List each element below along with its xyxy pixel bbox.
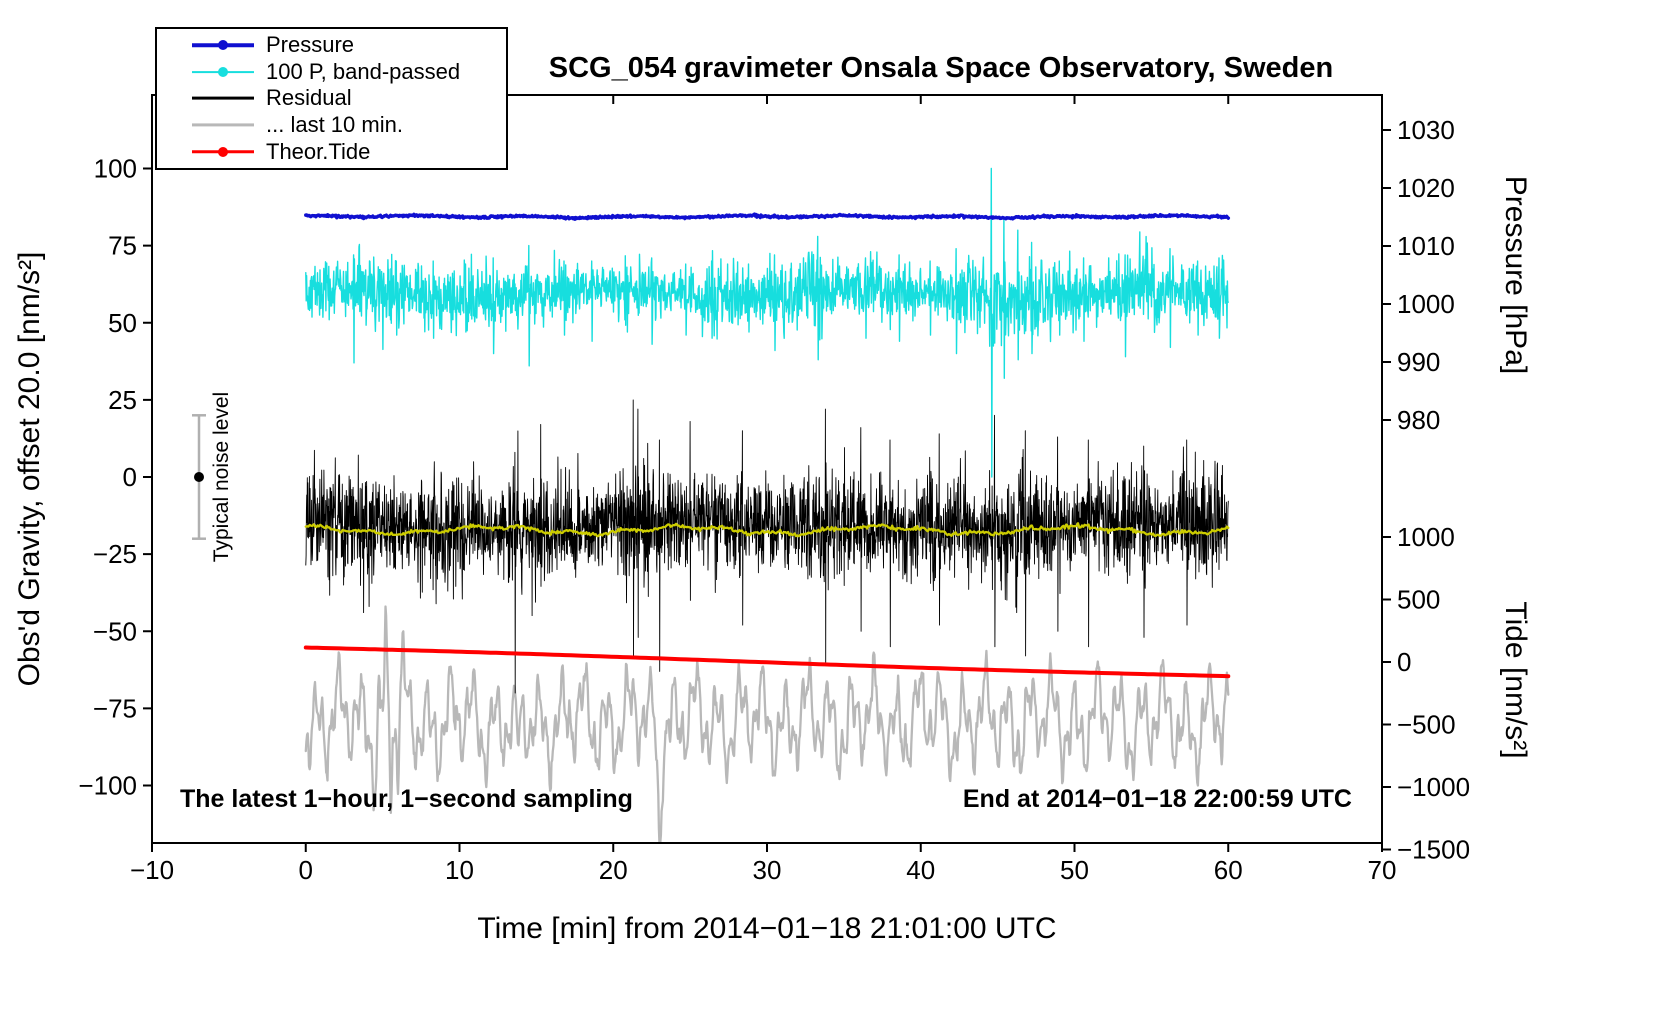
legend-item-theortide: Theor.Tide <box>157 139 506 164</box>
x-tick-label: 50 <box>1060 855 1089 885</box>
legend: Pressure 100 P, band-passed Residual ...… <box>155 27 508 170</box>
x-axis-title: Time [min] from 2014−01−18 21:01:00 UTC <box>477 912 1056 945</box>
noise-errorbar <box>192 414 206 540</box>
pressure-tick-label: 1010 <box>1397 231 1455 261</box>
legend-swatch-pressure <box>192 39 254 51</box>
pressure-tick-label: 1030 <box>1397 115 1455 145</box>
gravity-tick-label: −50 <box>93 616 137 646</box>
pressure-axis-title: Pressure [hPa] <box>1499 176 1532 374</box>
series-tide <box>303 645 1231 679</box>
gravity-tick-label: 0 <box>123 462 137 492</box>
legend-swatch-theortide <box>192 146 254 158</box>
legend-swatch-bandpassed <box>192 66 254 78</box>
sampling-note: The latest 1−hour, 1−second sampling <box>180 785 633 813</box>
legend-item-last10min: ... last 10 min. <box>157 112 506 138</box>
end-time-note: End at 2014−01−18 22:00:59 UTC <box>963 785 1352 813</box>
legend-item-pressure: Pressure <box>157 32 506 58</box>
legend-dot-sample <box>218 146 228 157</box>
x-tick-label: 0 <box>299 855 313 885</box>
x-tick-label: −10 <box>130 855 174 885</box>
gravity-tick-label: 25 <box>108 385 137 415</box>
x-tick-label: 30 <box>753 855 782 885</box>
axis-layer: −10 0 10 20 30 40 50 60 701007550250−25−50−75−10… <box>78 95 1470 885</box>
x-tick-label: 10 <box>445 855 474 885</box>
gravity-tick-label: −75 <box>93 693 137 723</box>
legend-swatch-last10min <box>192 119 254 131</box>
legend-item-residual: Residual <box>157 85 506 111</box>
legend-label: 100 P, band-passed <box>266 58 461 84</box>
tide-tick-label: −500 <box>1397 710 1456 740</box>
pressure-tick-label: 1020 <box>1397 173 1455 203</box>
gravity-tick-label: 75 <box>108 231 137 261</box>
series-residual <box>305 399 1229 694</box>
noise-errorbar-dot <box>194 472 204 482</box>
tide-tick-label: −1000 <box>1397 772 1470 802</box>
gravity-tick-label: 50 <box>108 308 137 338</box>
legend-line-sample <box>192 97 254 100</box>
gravity-tick-label: −100 <box>78 771 137 801</box>
x-tick-label: 70 <box>1368 855 1397 885</box>
legend-label: Pressure <box>266 32 355 58</box>
series-smoothed <box>304 522 1230 538</box>
chart-title: SCG_054 gravimeter Onsala Space Observat… <box>549 52 1333 84</box>
pressure-tick-label: 980 <box>1397 405 1440 435</box>
plot-frame <box>151 94 1383 844</box>
x-tick-label: 60 <box>1214 855 1243 885</box>
gravity-tick-label: 100 <box>94 154 137 184</box>
series-last10 <box>304 605 1230 843</box>
tide-tick-label: 500 <box>1397 585 1440 615</box>
x-tick-label: 40 <box>906 855 935 885</box>
series-bandpassed <box>305 167 1229 478</box>
series-layer <box>303 167 1231 843</box>
legend-item-bandpassed: 100 P, band-passed <box>157 59 506 84</box>
legend-label: ... last 10 min. <box>266 112 403 138</box>
legend-label: Theor.Tide <box>266 138 371 164</box>
left-axis-title: Obs'd Gravity, offset 20.0 [nm/s²] <box>13 252 46 687</box>
pressure-tick-label: 990 <box>1397 347 1440 377</box>
tide-tick-label: −1500 <box>1397 835 1470 865</box>
pressure-tick-label: 1000 <box>1397 289 1455 319</box>
tide-tick-label: 0 <box>1397 647 1411 677</box>
legend-swatch-residual <box>192 92 254 104</box>
gravity-tick-label: −25 <box>93 539 137 569</box>
series-pressure <box>304 212 1231 221</box>
x-tick-label: 20 <box>599 855 628 885</box>
legend-dot-sample <box>218 40 228 51</box>
tide-tick-label: 1000 <box>1397 522 1455 552</box>
legend-label: Residual <box>266 85 352 111</box>
legend-line-sample <box>192 123 254 127</box>
noise-level-label: Typical noise level <box>210 392 233 562</box>
legend-dot-sample <box>218 66 228 77</box>
tide-axis-title: Tide [nm/s²] <box>1499 601 1532 758</box>
